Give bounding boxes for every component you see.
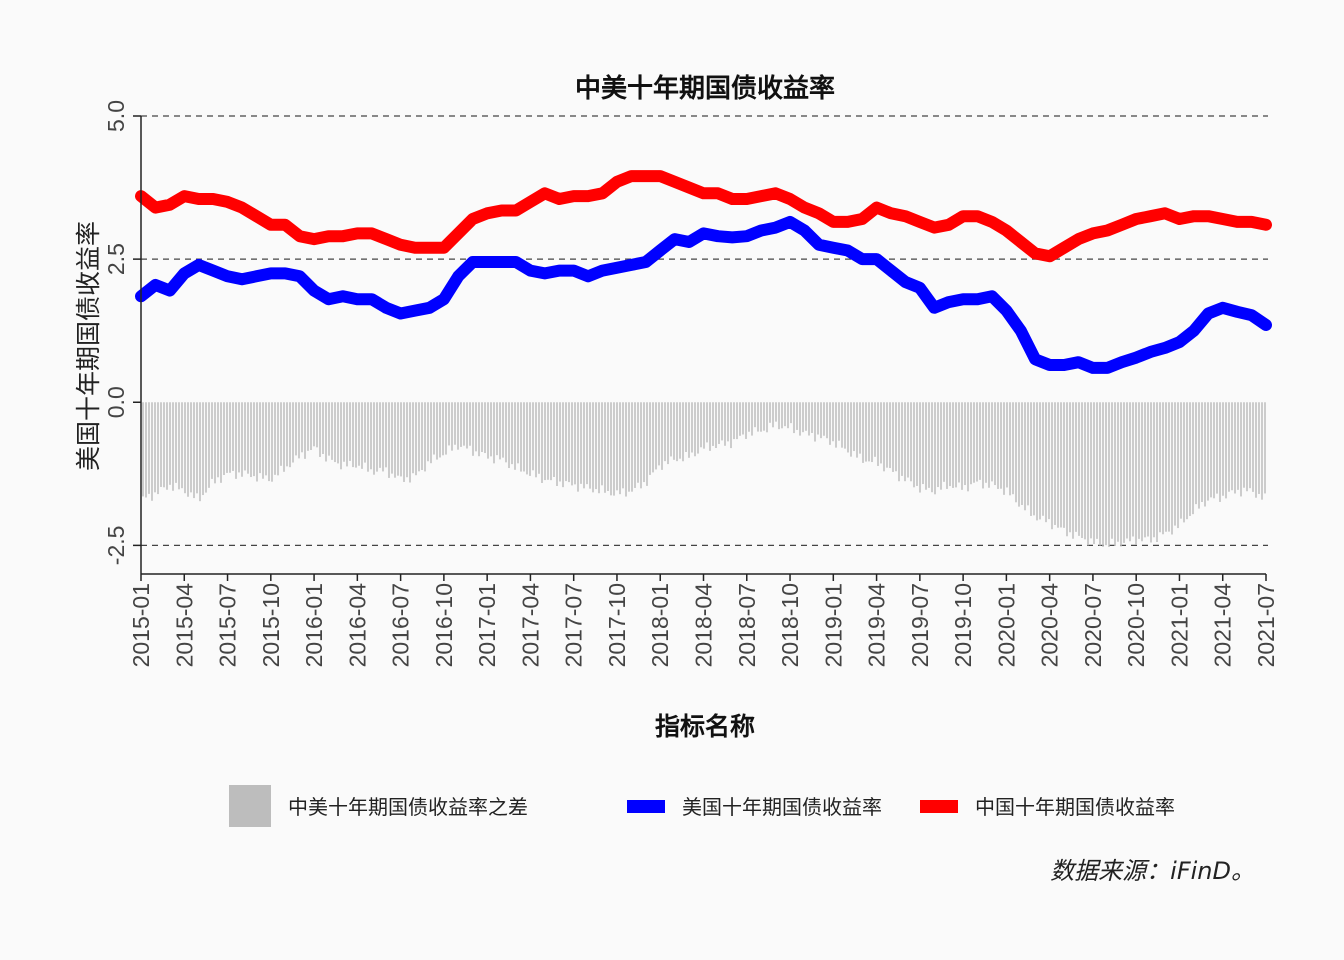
tick-labels: -2.5 0.0 2.5 5.0 2015-01 2015-04 2015-07 2015-1… — [103, 100, 1279, 667]
x-tick-label: 2020-01 — [993, 583, 1019, 667]
x-tick-label: 2015-07 — [215, 583, 241, 667]
source-note: 数据来源：iFinD。 — [1050, 857, 1255, 885]
x-tick-label: 2021-01 — [1166, 583, 1192, 667]
difference-bars — [142, 402, 1266, 548]
x-tick-label: 2018-01 — [647, 583, 673, 667]
x-tick-label: 2017-10 — [604, 583, 630, 667]
legend-label-difference: 中美十年期国债收益率之差 — [288, 795, 528, 819]
x-tick-label: 2019-01 — [820, 583, 846, 667]
x-tick-label: 2018-10 — [777, 583, 803, 667]
x-tick-label: 2017-07 — [561, 583, 587, 667]
x-tick-label: 2016-04 — [344, 583, 370, 668]
y-tick-label: 0.0 — [103, 386, 129, 418]
x-tick-label: 2019-07 — [907, 583, 933, 667]
china-yield-line — [135, 170, 1272, 263]
x-tick-label: 2015-04 — [171, 583, 197, 668]
x-tick-label: 2019-10 — [950, 583, 976, 667]
x-tick-label: 2017-04 — [517, 583, 543, 668]
us-yield-line — [135, 215, 1272, 374]
legend-label-us: 美国十年期国债收益率 — [682, 795, 882, 819]
x-tick-label: 2016-10 — [431, 583, 457, 667]
x-tick-label: 2020-10 — [1123, 583, 1149, 667]
x-tick-label: 2016-07 — [388, 583, 414, 667]
y-tick-label: 2.5 — [103, 243, 129, 275]
axes — [133, 115, 1267, 581]
y-axis-title: 美国十年期国债收益率 — [74, 221, 103, 471]
gridlines — [141, 115, 1268, 546]
chart-title: 中美十年期国债收益率 — [575, 73, 835, 104]
x-tick-label: 2020-07 — [1080, 583, 1106, 667]
legend-swatch-us — [627, 800, 665, 813]
series-lines — [135, 170, 1272, 374]
legend-label-china: 中国十年期国债收益率 — [975, 795, 1175, 819]
x-tick-label: 2017-01 — [474, 583, 500, 667]
y-tick-label: 5.0 — [103, 100, 129, 132]
legend-swatch-difference — [229, 785, 271, 827]
legend-swatch-china — [920, 800, 958, 813]
x-axis-title: 指标名称 — [655, 712, 755, 741]
x-tick-label: 2021-07 — [1253, 583, 1279, 667]
x-tick-label: 2020-04 — [1037, 583, 1063, 668]
x-tick-label: 2021-04 — [1210, 583, 1236, 668]
x-tick-label: 2018-07 — [734, 583, 760, 667]
x-tick-label: 2016-01 — [301, 583, 327, 667]
x-tick-label: 2015-01 — [128, 583, 154, 667]
x-tick-label: 2019-04 — [864, 583, 890, 668]
legend: 中美十年期国债收益率之差 美国十年期国债收益率 中国十年期国债收益率 — [229, 785, 1175, 827]
y-tick-label: -2.5 — [103, 526, 129, 566]
x-tick-label: 2015-10 — [258, 583, 284, 667]
x-tick-label: 2018-04 — [691, 583, 717, 668]
